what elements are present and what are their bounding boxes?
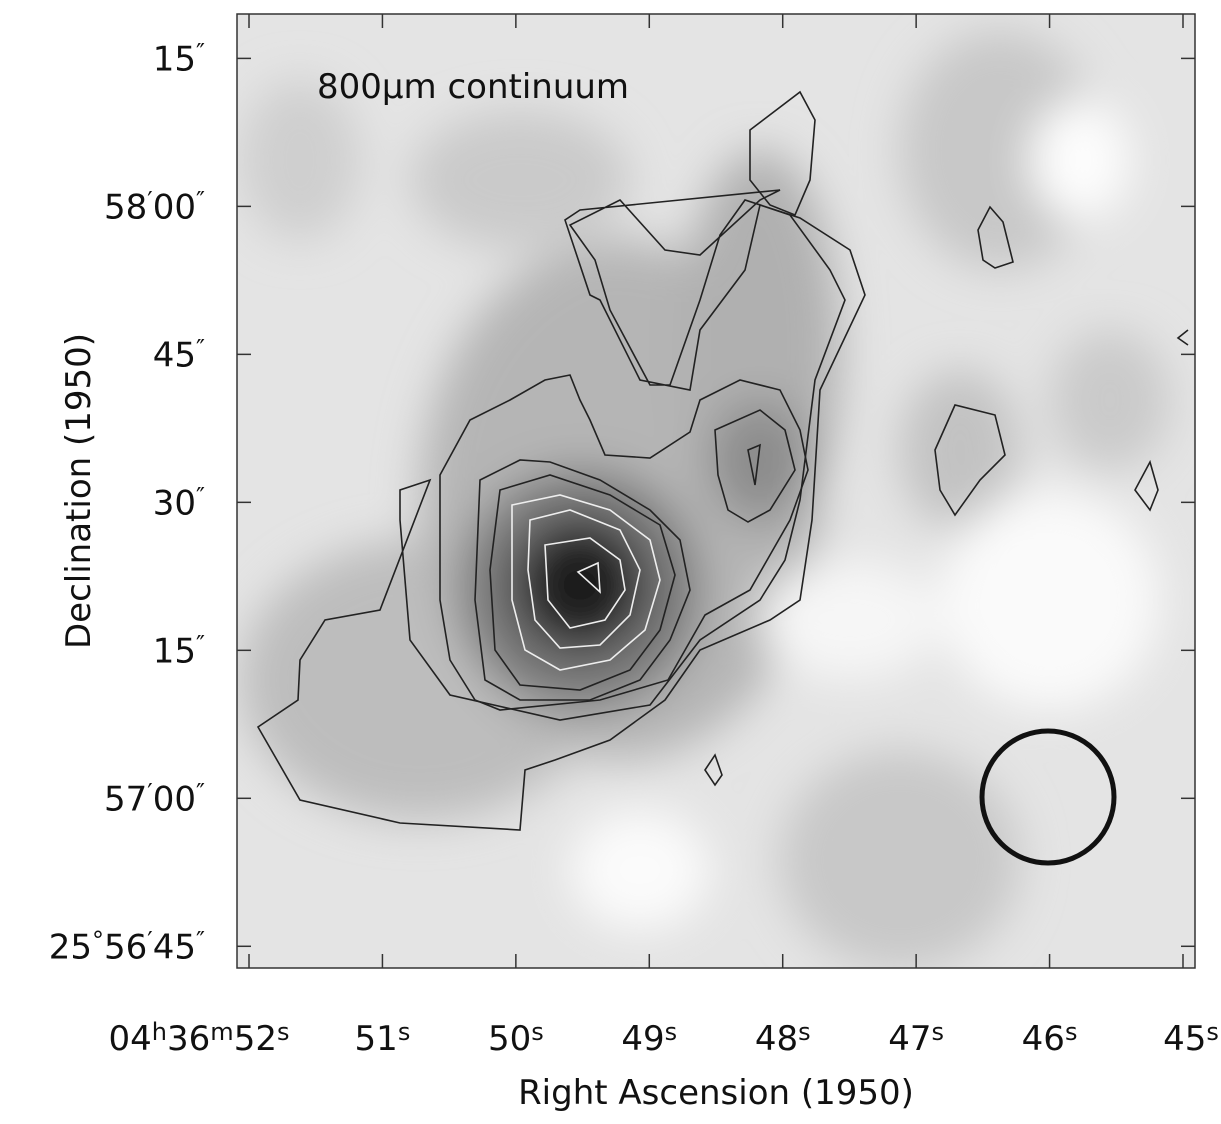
y-tick-label: 58′00″ [104,187,205,228]
x-tick-label: 51s [355,1018,411,1059]
y-tick-label: 45″ [153,335,205,376]
annotation: 800μm continuum [317,67,629,107]
y-tick-label: 15″ [153,39,205,80]
x-tick-label: 49s [621,1018,677,1059]
y-tick-label: 15″ [153,631,205,672]
x-tick-label: 04h36m52s [109,1018,290,1059]
y-tick-label: 57′00″ [104,779,205,820]
plot-frame [236,13,1196,969]
x-tick-label: 50s [488,1018,544,1059]
intensity-image [237,14,1195,968]
beam-circle [979,728,1117,866]
y-tick-label: 30″ [153,483,205,524]
x-tick-label: 45s [1163,1018,1219,1059]
x-tick-label: 46s [1022,1018,1078,1059]
x-tick-label: 47s [888,1018,944,1059]
y-axis-label: Declination (1950) [59,333,99,649]
x-axis-label: Right Ascension (1950) [518,1073,914,1113]
y-tick-label: 25°56′45″ [49,927,205,968]
x-tick-label: 48s [755,1018,811,1059]
